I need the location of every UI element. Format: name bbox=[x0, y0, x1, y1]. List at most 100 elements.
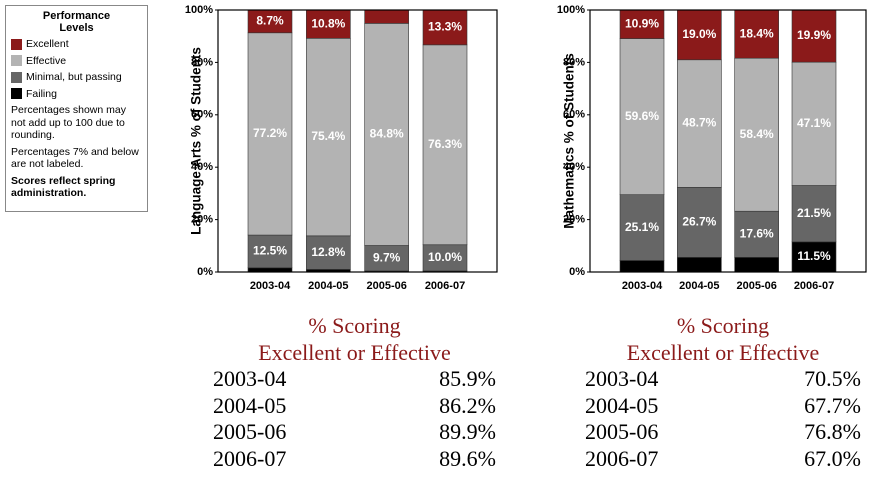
y-tick-label: 0% bbox=[197, 266, 213, 278]
bar-segment bbox=[619, 9, 665, 39]
value-label: 19.9% bbox=[797, 28, 831, 42]
legend-item: Excellent bbox=[11, 38, 142, 51]
legend-note: Percentages 7% and below are not labeled… bbox=[11, 145, 139, 171]
value-label: 10.8% bbox=[311, 16, 345, 30]
plot-frame bbox=[589, 9, 867, 273]
bar-segment bbox=[734, 210, 779, 258]
plot-frame bbox=[217, 9, 498, 273]
value-label: 17.6% bbox=[740, 226, 774, 240]
value-label: 13.3% bbox=[428, 20, 462, 34]
bar-segment bbox=[791, 185, 837, 243]
x-tick-label: 2005-06 bbox=[366, 280, 406, 292]
table-cell: 70.5% bbox=[804, 366, 861, 391]
value-label: 11.5% bbox=[797, 249, 831, 263]
table-title: % Scoring bbox=[676, 313, 770, 338]
value-label: 12.5% bbox=[253, 244, 287, 258]
y-tick-label: 80% bbox=[563, 56, 585, 68]
y-tick-label: 60% bbox=[191, 109, 213, 121]
bar-segment bbox=[619, 38, 665, 196]
x-tick-label: 2003-04 bbox=[622, 280, 663, 292]
legend-label: Minimal, but passing bbox=[26, 71, 122, 83]
bar-segment bbox=[791, 61, 837, 186]
table-cell: 2003-04 bbox=[585, 366, 659, 391]
x-tick-label: 2006-07 bbox=[794, 280, 834, 292]
table-cell: 2006-07 bbox=[585, 445, 659, 471]
value-label: 48.7% bbox=[682, 116, 716, 130]
y-tick-label: 20% bbox=[563, 214, 585, 226]
value-label: 77.2% bbox=[253, 126, 287, 140]
table-row: 2004-05 86.2% bbox=[213, 393, 496, 420]
bar-segment bbox=[247, 267, 293, 273]
y-tick-label: 40% bbox=[191, 161, 213, 173]
table-cell: 85.9% bbox=[439, 366, 496, 391]
y-tick-label: 80% bbox=[191, 56, 213, 68]
bar-segment bbox=[734, 257, 779, 273]
x-tick-label: 2004-05 bbox=[308, 280, 348, 292]
table-cell: 67.7% bbox=[804, 392, 861, 418]
x-tick-label: 2005-06 bbox=[736, 280, 776, 292]
bar-segment bbox=[364, 23, 409, 246]
value-label: 19.0% bbox=[682, 27, 716, 41]
bar-segment bbox=[619, 194, 665, 261]
table-row: 2006-07 89.6% bbox=[213, 446, 496, 473]
value-label: 76.3% bbox=[428, 137, 462, 151]
legend-item: Minimal, but passing bbox=[11, 71, 142, 84]
bar-segment bbox=[306, 37, 351, 237]
bar-segment bbox=[677, 257, 722, 273]
table-cell: 2006-07 bbox=[213, 445, 287, 471]
value-label: 10.9% bbox=[625, 16, 659, 30]
y-axis-label: Mathematics % of Students bbox=[562, 53, 577, 229]
table-cell: 2003-04 bbox=[213, 366, 287, 391]
legend-label: Effective bbox=[26, 54, 67, 67]
value-label: 47.1% bbox=[797, 116, 831, 130]
value-label: 10.0% bbox=[428, 250, 462, 264]
table-title: % Scoring bbox=[308, 313, 401, 338]
charts: Language Arts % of Students 0% 20% 40% 60% 80… bbox=[185, 4, 867, 292]
bar-segment bbox=[422, 9, 468, 46]
bar-segment bbox=[619, 260, 665, 273]
legend-label: Excellent bbox=[26, 38, 69, 50]
bar-segment bbox=[677, 187, 722, 258]
legend: Performance Levels Excellent Effective Min… bbox=[5, 5, 148, 212]
x-tick-label: 2003-04 bbox=[250, 280, 291, 292]
bar-segment bbox=[247, 32, 293, 236]
table-cell: 89.9% bbox=[439, 419, 496, 444]
bar-segment bbox=[306, 235, 351, 270]
legend-swatch bbox=[11, 71, 22, 83]
bar-segment bbox=[791, 9, 837, 63]
y-axis-label: Language Arts % of Students bbox=[189, 47, 204, 235]
value-label: 26.7% bbox=[682, 215, 716, 229]
y-tick-label: 40% bbox=[563, 161, 585, 173]
bar-segment bbox=[364, 9, 409, 24]
y-tick-label: 0% bbox=[569, 266, 585, 278]
y-tick-label: 20% bbox=[191, 214, 213, 226]
summary-table: % Scoring Excellent or Effective 2003-04 70… bbox=[585, 313, 861, 472]
summary-table: % Scoring Excellent or Effective 2003-04 85… bbox=[213, 313, 496, 472]
y-tick-label: 60% bbox=[563, 109, 585, 121]
value-label: 18.4% bbox=[740, 26, 774, 40]
bar-segment bbox=[247, 234, 293, 269]
value-label: 58.4% bbox=[740, 127, 774, 141]
legend-swatch bbox=[11, 88, 22, 100]
table-row: 2005-06 89.9% bbox=[213, 419, 496, 446]
y-tick-label: 100% bbox=[557, 4, 585, 16]
bar-segment bbox=[677, 59, 722, 188]
value-label: 25.1% bbox=[625, 220, 659, 234]
table-title: Excellent or Effective bbox=[626, 339, 820, 365]
table-row: 2005-06 76.8% bbox=[585, 419, 861, 446]
table-row: 2004-05 67.7% bbox=[585, 393, 861, 420]
table-cell: 2004-05 bbox=[213, 392, 287, 418]
legend-swatch bbox=[11, 55, 22, 67]
legend-item: Effective bbox=[11, 55, 142, 68]
table-row: 2003-04 70.5% bbox=[585, 366, 861, 393]
table-cell: 76.8% bbox=[804, 419, 861, 444]
legend-item: Failing bbox=[11, 88, 142, 101]
bar-segment bbox=[791, 241, 837, 273]
table-title: Excellent or Effective bbox=[258, 339, 451, 365]
bar-segment bbox=[677, 9, 722, 61]
legend-swatch bbox=[11, 38, 22, 50]
value-label: 21.5% bbox=[797, 206, 831, 220]
table-row: 2006-07 67.0% bbox=[585, 446, 861, 473]
value-label: 75.4% bbox=[311, 129, 345, 143]
